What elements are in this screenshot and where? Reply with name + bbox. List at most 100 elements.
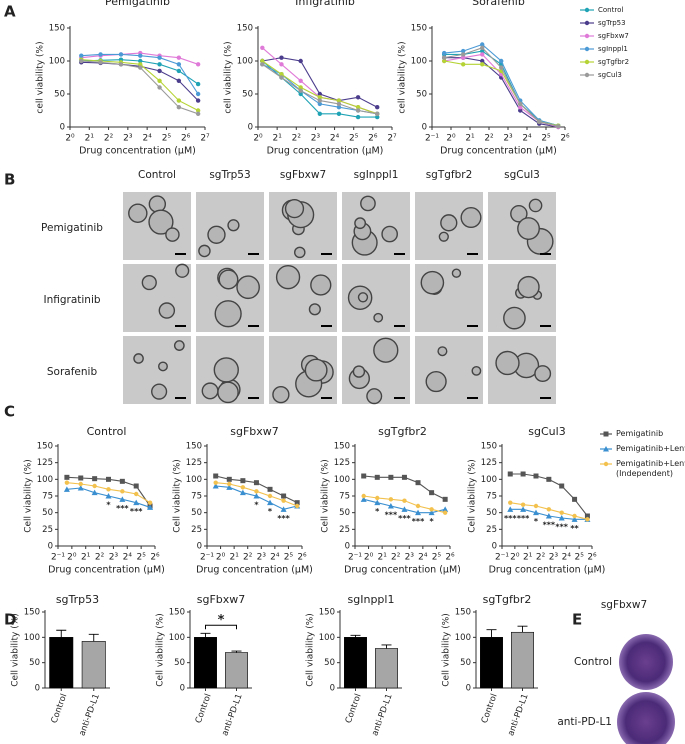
marker [195, 91, 201, 97]
column-label: sgCul3 [504, 169, 540, 181]
bar [81, 641, 106, 689]
marker [375, 105, 380, 110]
organoid [151, 383, 168, 400]
y-tick-label: 150 [37, 442, 53, 452]
marker [429, 490, 435, 496]
marker [460, 62, 466, 67]
marker [518, 105, 523, 110]
organoid [510, 205, 528, 223]
organoid [148, 209, 174, 235]
marker [546, 507, 552, 512]
organoid [304, 358, 328, 382]
x-tick-label: 2⁴ [123, 553, 133, 563]
significance-label: *** [543, 521, 556, 530]
organoid [420, 270, 445, 295]
x-tick-label: 2¹ [523, 553, 533, 563]
y-tick-label: 100 [49, 57, 65, 67]
x-tick-label: 2⁻¹ [425, 134, 439, 144]
x-tick-label: 2² [484, 134, 494, 144]
marker [176, 98, 182, 103]
marker [460, 55, 466, 60]
marker [63, 486, 70, 492]
organoid [284, 199, 305, 219]
x-tick-label: 2³ [503, 134, 513, 144]
x-tick-label: 2⁰ [510, 553, 520, 563]
marker [279, 55, 284, 60]
x-axis-label: Drug concentration (μM) [196, 565, 313, 576]
marker [508, 500, 513, 505]
y-tick-label: 100 [237, 57, 253, 67]
y-tick-label: 100 [186, 475, 202, 485]
y-tick-label: 100 [37, 475, 53, 485]
x-axis-label: Drug concentration (μM) [344, 565, 461, 576]
marker [92, 483, 97, 489]
panel-title: sgFbxw7 [601, 599, 647, 611]
legend-label: sgTrp53 [598, 19, 626, 27]
marker [226, 484, 233, 490]
marker [415, 509, 422, 516]
marker [442, 506, 449, 512]
marker [279, 62, 284, 67]
y-axis-label: Cell viability (%) [24, 459, 34, 533]
y-tick-label: 0 [492, 542, 497, 552]
y-tick-label: 150 [49, 24, 65, 34]
x-tick-label: 2⁶ [150, 553, 160, 563]
organoid [308, 303, 321, 316]
marker [195, 111, 201, 117]
marker [584, 20, 590, 26]
significance-label: * [375, 507, 380, 516]
marker [584, 59, 590, 65]
marker [336, 101, 342, 107]
y-tick-label: 0 [466, 684, 471, 694]
x-tick-label: 2⁵ [284, 553, 294, 563]
marker [480, 42, 485, 47]
marker [157, 55, 162, 60]
marker [374, 499, 381, 506]
marker [387, 503, 394, 509]
x-tick-label: 2¹ [272, 134, 282, 144]
y-axis-label: Cell viability (%) [321, 459, 331, 533]
marker [279, 72, 284, 77]
organoid [503, 306, 526, 330]
marker [195, 98, 201, 103]
organoid [373, 337, 399, 363]
panel-label: A [4, 3, 16, 21]
y-tick-label: 150 [455, 608, 471, 618]
marker [98, 60, 103, 65]
marker [507, 471, 513, 477]
x-tick-label: 2² [391, 553, 401, 563]
marker [572, 496, 578, 502]
marker [402, 498, 407, 503]
y-axis-label: Cell viability (%) [442, 613, 452, 687]
y-tick-label: 50 [486, 508, 497, 518]
legend-label: sgCul3 [598, 71, 622, 79]
marker [375, 111, 380, 117]
x-tick-label: 2² [243, 553, 253, 563]
marker [429, 507, 434, 512]
marker [556, 124, 561, 129]
marker [267, 493, 273, 499]
x-tick-label: 2³ [109, 553, 119, 563]
legend-label: sgInppl1 [598, 45, 628, 53]
x-tick-label: 2⁰ [216, 553, 226, 563]
organoid [352, 365, 366, 378]
marker [499, 58, 504, 64]
y-tick-label: 50 [416, 90, 427, 100]
bar [480, 637, 503, 689]
y-axis-label: Cell viability (%) [306, 613, 316, 687]
x-tick-label: 2⁵ [432, 553, 442, 563]
marker [603, 446, 609, 452]
x-tick-label: 2⁵ [162, 134, 172, 144]
marker [480, 48, 485, 54]
marker [212, 483, 219, 489]
x-tick-label: Control [344, 692, 364, 724]
marker [546, 476, 552, 482]
marker [571, 516, 578, 522]
organoid [381, 225, 398, 243]
y-tick-label: 75 [42, 492, 53, 502]
x-tick-label: 2⁻¹ [495, 553, 509, 563]
x-axis-label: Drug concentration (μM) [48, 565, 165, 576]
error-bar [231, 650, 242, 653]
y-tick-label: 150 [24, 608, 40, 618]
x-tick-label: 2⁷ [200, 134, 210, 144]
